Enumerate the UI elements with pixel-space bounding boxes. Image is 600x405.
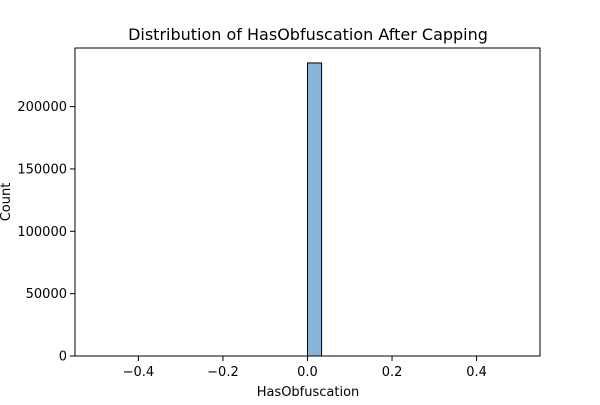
bars-layer [96,62,519,357]
y-tick-label: 100000 [17,225,67,240]
y-tick-label: 50000 [26,287,67,302]
x-tick-label: 0.0 [297,365,318,380]
histogram-bar [307,62,323,357]
y-axis-label: Count [0,183,14,222]
y-tick-label: 150000 [17,162,67,177]
x-tick-label: 0.2 [382,365,403,380]
x-axis-label: HasObfuscation [257,385,360,400]
y-tick-label: 0 [59,350,67,365]
x-tick-label: −0.2 [207,365,239,380]
x-tick-label: −0.4 [123,365,155,380]
x-tick-label: 0.4 [466,365,487,380]
chart-title: Distribution of HasObfuscation After Cap… [128,25,488,44]
y-axis: 0 50000 100000 150000 200000 [17,100,75,365]
y-tick-label: 200000 [17,100,67,115]
x-axis: −0.4 −0.2 0.0 0.2 0.4 [123,356,487,380]
